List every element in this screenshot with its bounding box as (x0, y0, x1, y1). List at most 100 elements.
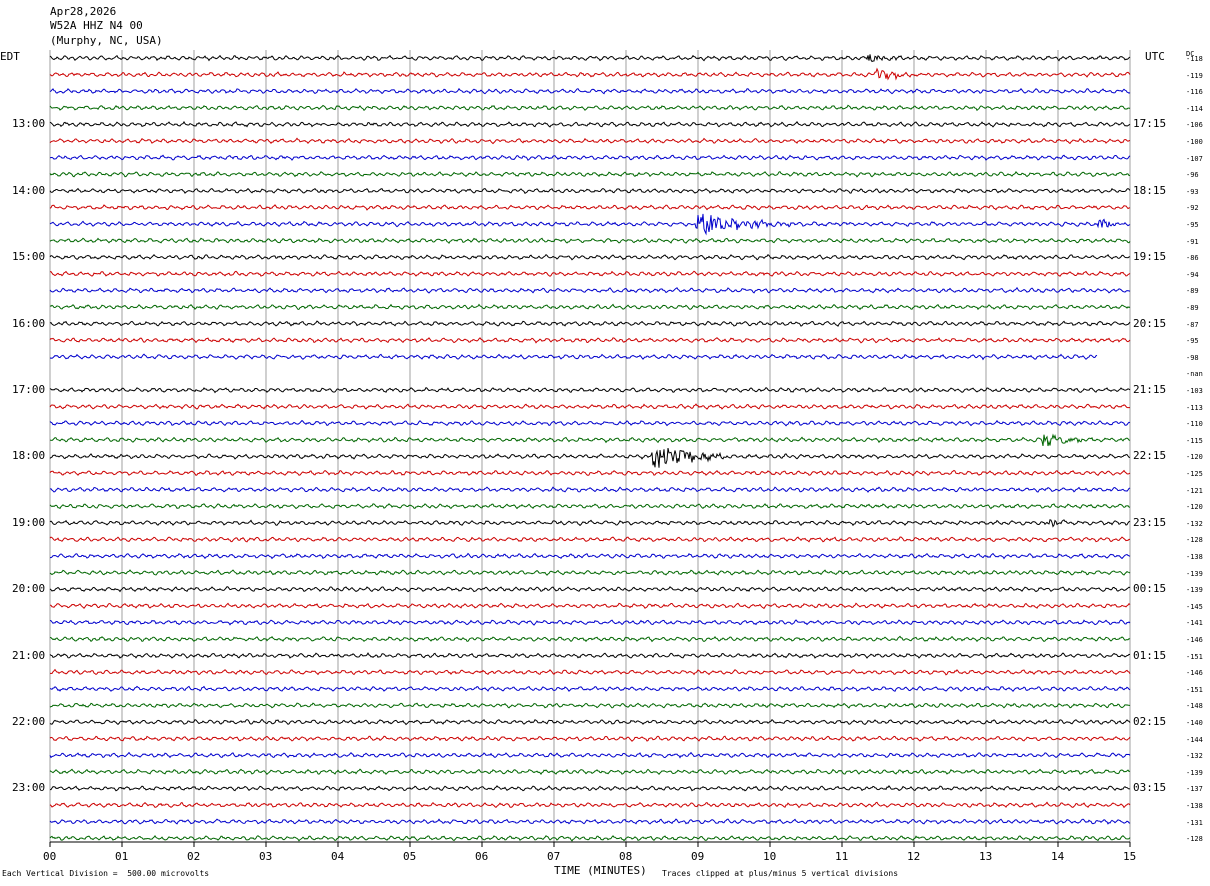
right-hour-label: 02:15 (1133, 715, 1167, 728)
trace-line-18 (49, 353, 1098, 361)
dc-offset-label: -125 (1186, 470, 1203, 478)
left-hour-label: 17:00 (12, 383, 46, 396)
trace-line-22 (49, 419, 1131, 427)
x-axis-ticks (49, 841, 1131, 847)
seismic-traces (49, 54, 1131, 842)
trace-line-11 (49, 237, 1131, 245)
trace-line-34 (49, 619, 1131, 626)
right-hour-label: 22:15 (1133, 449, 1167, 463)
left-hour-label: 15:00 (12, 250, 46, 264)
x-tick-label-07: 07 (547, 850, 561, 863)
trace-line-15 (49, 303, 1131, 311)
left-hour-label: 14:00 (12, 183, 46, 197)
left-hour-label: 20:00 (12, 582, 46, 596)
right-hour-label: 17:15 (1133, 117, 1167, 131)
trace-line-7 (49, 171, 1131, 178)
right-hour-label: 00:15 (1133, 582, 1167, 596)
dc-offset-label: -137 (1186, 785, 1203, 794)
dc-offset-label: -93 (1186, 187, 1199, 196)
date-label: Apr28,2026 (50, 5, 117, 18)
x-tick-label-12: 12 (907, 850, 921, 863)
left-hour-label: 21:00 (12, 648, 46, 662)
trace-line-13 (49, 270, 1131, 277)
dc-offset-label: -131 (1186, 818, 1203, 827)
dc-offset-label: -95 (1186, 221, 1199, 229)
scale-note: Each Vertical Division = 500.00 microvol… (2, 869, 210, 878)
right-timezone-label: UTC (1145, 50, 1165, 63)
dc-offset-label: -95 (1186, 337, 1199, 346)
dc-offset-label: -139 (1186, 586, 1203, 595)
x-tick-label-05: 05 (403, 850, 417, 863)
dc-offset-label: -120 (1186, 503, 1203, 512)
trace-line-33 (49, 602, 1131, 610)
trace-line-17 (49, 337, 1131, 344)
dc-offset-label: -115 (1186, 436, 1203, 445)
trace-line-39 (49, 702, 1131, 709)
dc-offset-label: -141 (1186, 619, 1203, 628)
trace-line-3 (49, 104, 1131, 112)
trace-line-1 (49, 67, 1131, 81)
trace-line-31 (49, 569, 1131, 576)
x-tick-label-02: 02 (187, 850, 201, 863)
trace-line-45 (49, 801, 1131, 809)
trace-line-38 (49, 685, 1131, 692)
dc-offset-label: -94 (1186, 270, 1199, 279)
x-tick-label-09: 09 (691, 850, 705, 863)
dc-offset-label: -132 (1186, 752, 1203, 761)
dc-offset-label: -146 (1186, 636, 1203, 644)
trace-line-29 (49, 536, 1130, 543)
left-hour-label: 13:00 (12, 117, 46, 131)
trace-line-20 (49, 387, 1131, 394)
right-hour-label: 18:15 (1133, 183, 1167, 197)
trace-line-4 (49, 120, 1131, 128)
dc-offset-label: -139 (1186, 768, 1203, 777)
dc-offset-label: -116 (1186, 88, 1203, 97)
dc-offset-label: -nan (1186, 370, 1203, 379)
trace-line-0 (49, 54, 1131, 63)
trace-line-24 (49, 447, 1131, 468)
right-hour-label: 23:15 (1133, 515, 1167, 529)
trace-line-5 (49, 137, 1131, 145)
trace-line-27 (49, 503, 1131, 510)
dc-offset-label: -128 (1186, 536, 1203, 545)
trace-line-10 (49, 213, 1131, 236)
right-hour-label: 01:15 (1133, 648, 1167, 662)
left-hour-label: 16:00 (12, 316, 46, 330)
trace-line-37 (50, 668, 1131, 676)
x-tick-label-15: 15 (1123, 850, 1137, 863)
dc-offset-label: -103 (1186, 387, 1203, 395)
dc-offset-label: -128 (1186, 835, 1203, 844)
location-label: (Murphy, NC, USA) (50, 34, 163, 47)
right-hour-label: 03:15 (1133, 781, 1167, 795)
clip-note: Traces clipped at plus/minus 5 vertical … (662, 869, 899, 878)
trace-line-8 (49, 187, 1131, 194)
dc-offset-label: -98 (1186, 353, 1199, 362)
dc-offset-label: -91 (1186, 237, 1199, 246)
x-tick-label-04: 04 (331, 850, 345, 863)
left-hour-label: 19:00 (12, 515, 46, 529)
x-tick-label-10: 10 (763, 850, 777, 863)
x-tick-label-00: 00 (43, 850, 57, 863)
trace-line-44 (50, 785, 1131, 792)
trace-line-43 (49, 768, 1131, 775)
dc-offset-label: -145 (1186, 602, 1203, 611)
dc-offset-label: -100 (1186, 138, 1203, 146)
dc-header-label: DC (1186, 50, 1195, 58)
dc-offset-label: -132 (1186, 519, 1203, 528)
trace-line-14 (49, 286, 1131, 294)
dc-offset-label: -106 (1186, 121, 1203, 130)
x-axis-title: TIME (MINUTES) (554, 864, 647, 877)
trace-line-36 (49, 652, 1131, 659)
dc-offset-label: -146 (1186, 669, 1203, 678)
station-label: W52A HHZ N4 00 (50, 19, 143, 32)
trace-line-16 (49, 320, 1131, 327)
dc-offset-label: -148 (1186, 702, 1203, 711)
dc-offset-label: -120 (1186, 453, 1203, 462)
dc-offset-label: -87 (1186, 320, 1199, 329)
dc-offset-label: -96 (1186, 171, 1199, 180)
dc-offset-label: -92 (1186, 204, 1199, 213)
dc-offset-label: -119 (1186, 71, 1203, 80)
dc-offset-label: -113 (1186, 403, 1203, 412)
trace-line-26 (49, 486, 1131, 493)
x-tick-label-14: 14 (1051, 850, 1065, 863)
